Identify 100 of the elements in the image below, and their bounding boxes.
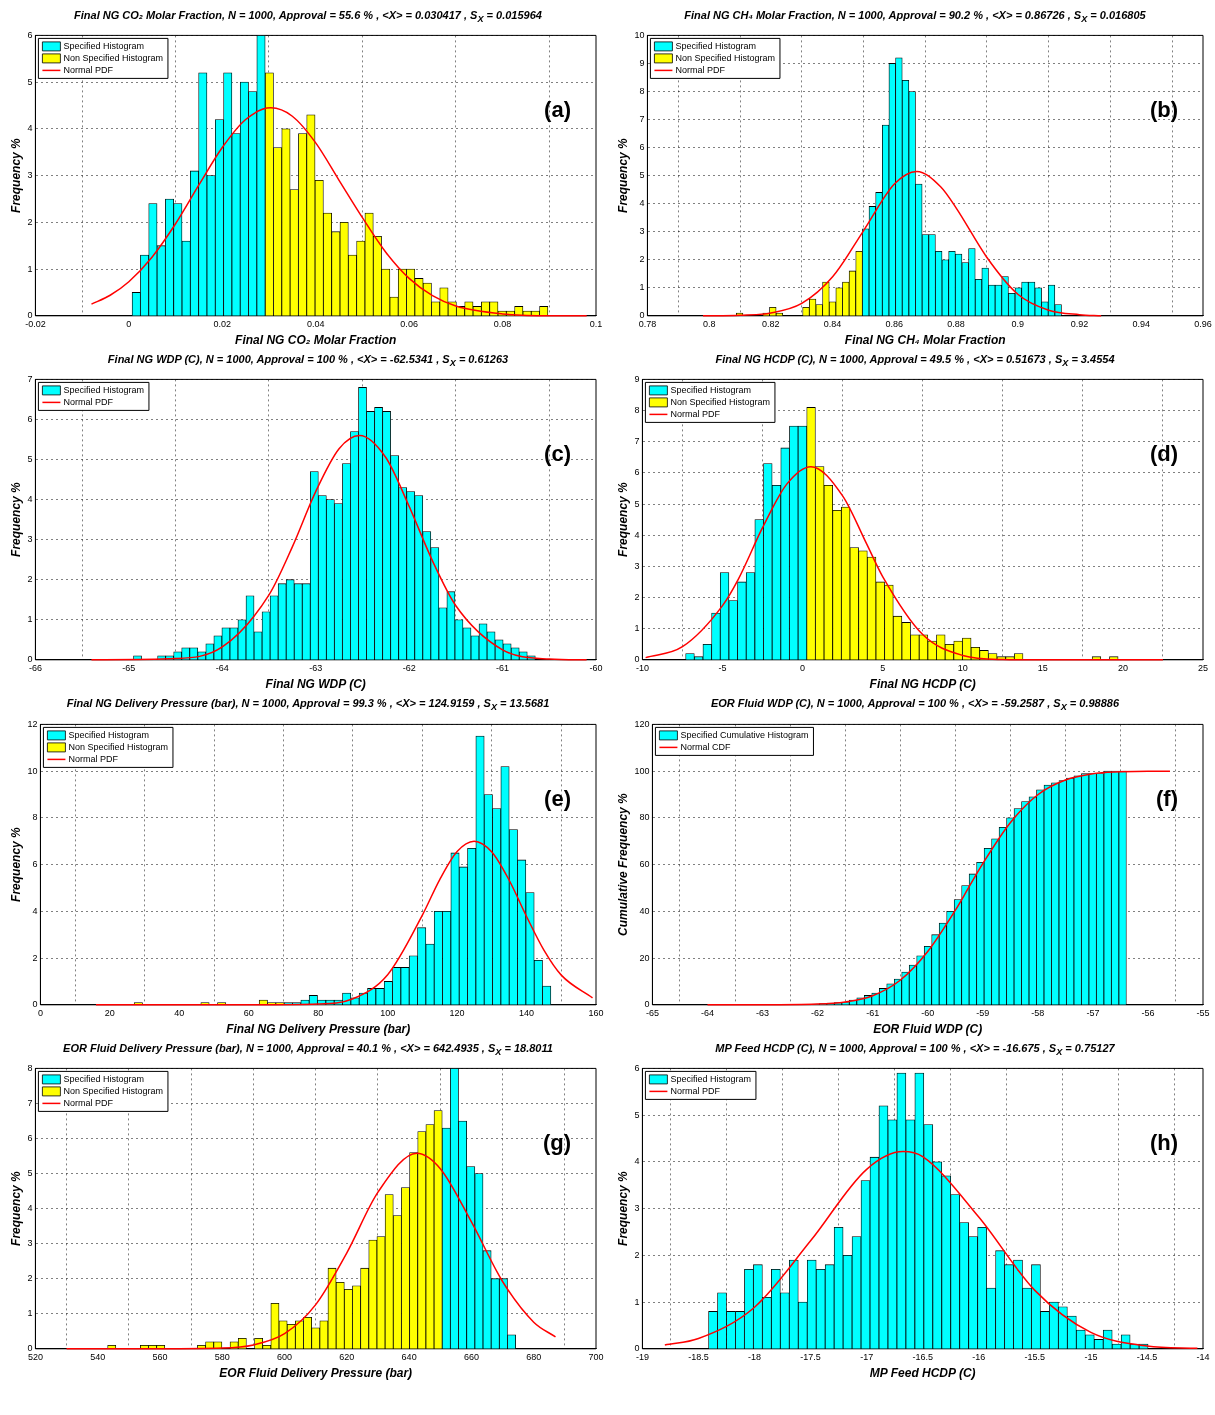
y-tick-label: 6 — [27, 30, 33, 41]
x-tick-label: 520 — [27, 1351, 43, 1362]
y-tick-label: 4 — [634, 1156, 640, 1167]
y-tick-label: 10 — [27, 765, 38, 776]
x-tick-label: 5 — [880, 663, 886, 674]
x-axis-title: EOR Fluid Delivery Pressure (bar) — [219, 1365, 413, 1380]
y-tick-label: 4 — [27, 494, 33, 505]
y-tick-label: 2 — [634, 1249, 640, 1260]
x-tick-label: 25 — [1197, 663, 1209, 674]
y-tick-label: 5 — [634, 498, 640, 509]
x-axis-title: Final NG Delivery Pressure (bar) — [226, 1021, 411, 1036]
y-tick-label: 2 — [27, 574, 33, 585]
legend-label: Normal PDF — [670, 1085, 721, 1096]
x-tick-label: -17 — [860, 1351, 874, 1362]
y-tick-label: 3 — [634, 561, 640, 572]
y-tick-label: 4 — [634, 530, 640, 541]
x-tick-label: 120 — [449, 1007, 465, 1018]
line-series — [95, 840, 594, 1006]
y-tick-label: 6 — [634, 1062, 640, 1073]
y-tick-label: 0 — [27, 654, 33, 665]
y-tick-label: 0 — [32, 998, 38, 1009]
annotation: (b) — [1149, 97, 1178, 123]
legend-label: Specified Histogram — [670, 385, 751, 396]
x-tick-label: -62 — [402, 663, 416, 674]
x-tick-label: 0.02 — [213, 318, 232, 329]
x-tick-label: -5 — [718, 663, 727, 674]
y-axis-title: Frequency % — [8, 1170, 23, 1246]
x-tick-label: -18 — [748, 1351, 762, 1362]
y-tick-label: 6 — [27, 414, 33, 425]
x-tick-label: 0.08 — [493, 318, 512, 329]
y-tick-label: 1 — [634, 623, 640, 634]
x-tick-label: 0 — [126, 318, 132, 329]
x-tick-label: -60 — [589, 663, 603, 674]
x-tick-label: 20 — [104, 1007, 115, 1018]
y-tick-label: 2 — [32, 952, 38, 963]
y-tick-label: 4 — [32, 905, 38, 916]
x-tick-label: 0.84 — [823, 318, 842, 329]
line-series — [644, 466, 1164, 661]
y-tick-label: 5 — [639, 170, 645, 181]
y-tick-label: 3 — [27, 170, 33, 181]
x-tick-label: -16 — [972, 1351, 986, 1362]
x-tick-label: 640 — [401, 1351, 417, 1362]
x-tick-label: -56 — [1141, 1007, 1155, 1018]
x-axis-title: MP Feed HCDP (C) — [869, 1365, 976, 1380]
legend-label: Specified Histogram — [63, 385, 144, 396]
y-tick-label: 2 — [27, 1272, 33, 1283]
legend-label: Specified Histogram — [63, 1073, 144, 1084]
x-tick-label: -0.02 — [25, 318, 46, 329]
y-tick-label: 0 — [644, 998, 650, 1009]
x-tick-label: 0.06 — [400, 318, 418, 329]
x-tick-label: 60 — [243, 1007, 254, 1018]
y-tick-label: 40 — [639, 905, 650, 916]
x-tick-label: 540 — [90, 1351, 106, 1362]
y-tick-label: 5 — [27, 76, 33, 87]
chart-title: EOR Fluid Delivery Pressure (bar), N = 1000, Approval = 40.1 % , <X> = 642.4935 , S$_{X}$ = 18.8011 — [62, 1040, 554, 1059]
legend-label: Specified Histogram — [675, 41, 756, 52]
y-tick-label: 5 — [634, 1109, 640, 1120]
x-tick-label: 80 — [313, 1007, 324, 1018]
legend-label: Specified Histogram — [68, 729, 149, 740]
legend-label: Normal PDF — [68, 753, 119, 764]
annotation: (g) — [542, 1129, 571, 1155]
x-tick-label: 0 — [800, 663, 806, 674]
y-tick-label: 3 — [634, 1202, 640, 1213]
y-axis-title: Frequency % — [615, 138, 630, 214]
legend-label: Normal CDF — [680, 741, 731, 752]
x-axis-title: Final NG WDP (C) — [265, 677, 366, 692]
x-tick-label: -64 — [700, 1007, 714, 1018]
y-tick-label: 3 — [27, 534, 33, 545]
y-tick-label: 7 — [27, 374, 33, 385]
x-tick-label: 560 — [152, 1351, 168, 1362]
y-axis-title: Frequency % — [8, 138, 23, 214]
x-tick-label: 0.9 — [1011, 318, 1025, 329]
x-tick-label: 700 — [588, 1351, 604, 1362]
x-tick-label: -65 — [122, 663, 136, 674]
y-tick-label: 5 — [27, 1167, 33, 1178]
chart-title: MP Feed HCDP (C), N = 1000, Approval = 100 % , <X> = -16.675 , S$_{X}$ = 0.75127 — [714, 1040, 1116, 1059]
y-tick-label: 6 — [634, 467, 640, 478]
y-tick-label: 9 — [639, 58, 645, 69]
y-tick-label: 8 — [634, 405, 640, 416]
x-tick-label: 0.92 — [1070, 318, 1089, 329]
y-tick-label: 3 — [639, 226, 645, 237]
x-tick-label: 580 — [214, 1351, 230, 1362]
x-tick-label: 0.88 — [947, 318, 965, 329]
y-tick-label: 5 — [27, 454, 33, 465]
line-series — [702, 170, 1102, 317]
x-tick-label: -10 — [635, 663, 649, 674]
y-tick-label: 8 — [639, 86, 645, 97]
x-axis-title: Final NG HCDP (C) — [869, 677, 976, 692]
y-tick-label: 3 — [27, 1237, 33, 1248]
x-tick-label: 40 — [174, 1007, 185, 1018]
y-tick-label: 10 — [634, 30, 645, 41]
x-tick-label: -15 — [1084, 1351, 1098, 1362]
y-tick-label: 4 — [27, 1202, 33, 1213]
chart-title: Final NG CH₄ Molar Fraction, N = 1000, Approval = 90.2 % , <X> = 0.86726 , S$_{X}$ = 0.016805 — [683, 8, 1147, 27]
annotation: (d) — [1149, 441, 1178, 467]
x-tick-label: 620 — [339, 1351, 355, 1362]
x-tick-label: 0.8 — [702, 318, 716, 329]
chart-title: Final NG CO₂ Molar Fraction, N = 1000, Approval = 55.6 % , <X> = 0.030417 , S$_{X}$ = 0.015964 — [73, 8, 543, 27]
chart-title: Final NG Delivery Pressure (bar), N = 1000, Approval = 99.3 % , <X> = 124.9159 , S$_{X}$ = 13.5681 — [65, 696, 551, 715]
legend-label: Normal PDF — [63, 1097, 114, 1108]
